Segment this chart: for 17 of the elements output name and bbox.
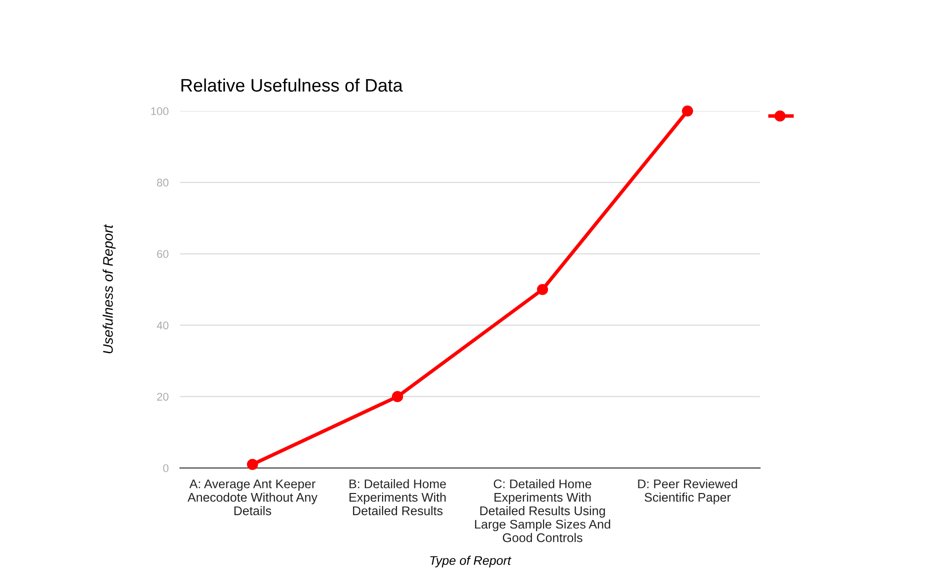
y-tick-label: 40: [156, 321, 168, 330]
y-tick-label: 20: [157, 392, 168, 401]
y-tick-label: 60: [157, 250, 168, 258]
x-tick-label: B: Detailed Home Experiments With Detailed Results: [350, 479, 446, 516]
x-axis-title: Type of Report: [430, 556, 512, 568]
x-tick-label: D: Peer Reviewed Scientific Paper: [638, 479, 738, 504]
point: [392, 391, 404, 402]
point: [536, 284, 548, 296]
chart-title: Relative Usefulness of Data: [181, 78, 403, 92]
point: [246, 458, 258, 470]
point: [682, 105, 694, 117]
y-axis-title: Usefulness of Report: [102, 224, 116, 354]
y-tick-label: 100: [151, 107, 168, 116]
x-tick-label: A: Average Ant Keeper Anecodote Without Any Details: [188, 480, 318, 516]
y-tick-label: 80: [157, 178, 168, 187]
y-tick-label: 0: [163, 464, 168, 472]
x-tick-label: C: Detailed Home Experiments With Detailed Results Using Large Sample Sizes And Good Controls: [475, 479, 610, 542]
